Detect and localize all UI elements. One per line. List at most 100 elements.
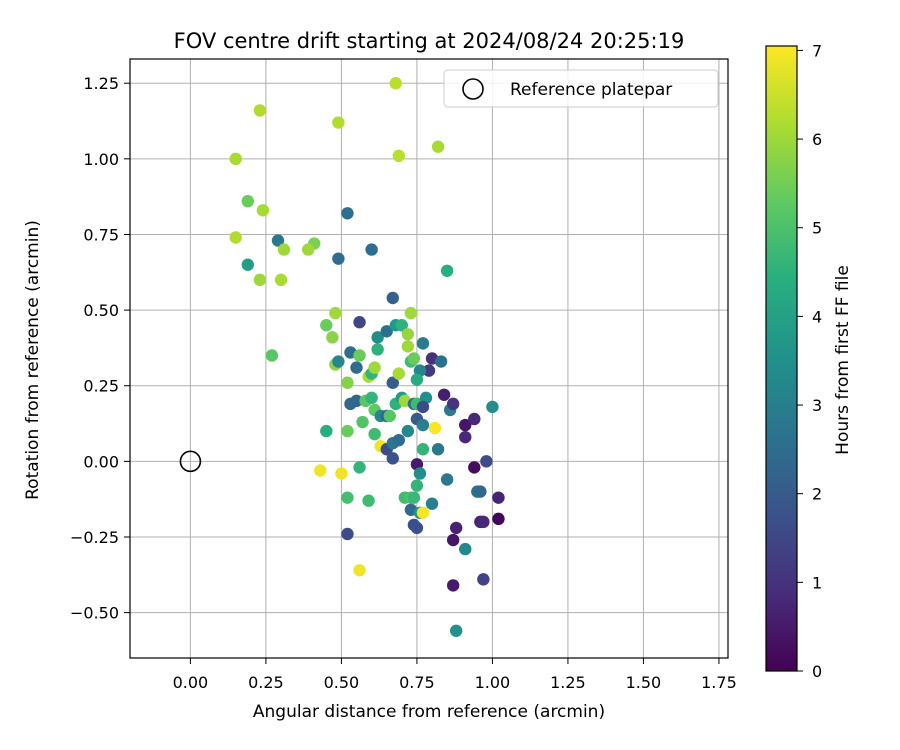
data-point — [380, 325, 393, 338]
data-point — [277, 243, 291, 256]
data-point — [407, 352, 421, 365]
data-point — [386, 291, 399, 305]
data-point — [386, 376, 399, 389]
data-point — [446, 533, 460, 547]
colorbar-frame — [765, 45, 798, 672]
colorbar-tick-label: 3 — [812, 396, 822, 415]
colorbar-tick-label: 7 — [812, 41, 822, 60]
x-tick-label: 1.50 — [626, 673, 662, 692]
y-tick-label: 0.25 — [83, 377, 119, 396]
data-point — [404, 306, 418, 320]
y-tick-label: 0.75 — [83, 225, 119, 244]
colorbar-gradient — [766, 46, 797, 671]
data-point — [301, 243, 315, 256]
data-point — [386, 452, 399, 465]
data-point — [353, 315, 366, 329]
data-point — [332, 252, 345, 265]
data-point — [401, 328, 415, 341]
data-point — [241, 258, 254, 271]
data-point — [401, 340, 415, 353]
data-point — [416, 418, 430, 432]
data-point — [353, 564, 366, 577]
data-point — [416, 506, 430, 519]
data-point — [425, 497, 439, 510]
data-point — [350, 394, 363, 408]
colorbar-tick-label: 6 — [812, 130, 822, 149]
data-point — [492, 512, 505, 526]
data-point — [416, 443, 430, 456]
x-tick-label: 1.25 — [550, 673, 586, 692]
data-point — [329, 306, 342, 320]
data-point — [410, 479, 424, 492]
data-point — [383, 409, 396, 423]
plot-area-frame — [129, 58, 729, 659]
data-point — [241, 194, 254, 208]
data-point — [229, 152, 242, 166]
data-point — [437, 388, 451, 402]
data-point — [371, 331, 384, 344]
data-points — [229, 77, 505, 637]
y-tick-label: −0.50 — [70, 604, 119, 623]
data-point — [449, 521, 463, 535]
data-point — [401, 424, 415, 438]
y-tick-label: −0.25 — [70, 528, 119, 547]
data-point — [474, 485, 487, 498]
data-point — [428, 421, 442, 435]
legend-marker-icon — [462, 78, 484, 100]
data-point — [477, 573, 490, 586]
data-point — [274, 273, 288, 287]
data-point — [395, 319, 409, 332]
data-point — [320, 319, 333, 332]
y-tick-label: 0.00 — [83, 452, 119, 471]
x-tick-label: 1.00 — [475, 673, 511, 692]
x-tick-label: 0.25 — [248, 673, 284, 692]
data-point — [434, 355, 448, 368]
data-point — [341, 491, 354, 504]
data-point — [341, 527, 354, 541]
colorbar-tick-label: 1 — [812, 573, 822, 592]
x-tick-label: 0.75 — [399, 673, 435, 692]
y-axis-label: Rotation from reference (arcmin) — [23, 220, 43, 500]
colorbar: 0 1 2 3 4 5 6 7 Hours from first FF file — [765, 41, 853, 681]
chart-title: FOV centre drift starting at 2024/08/24 … — [174, 29, 685, 53]
data-point — [353, 349, 366, 362]
x-axis-label: Angular distance from reference (arcmin) — [253, 702, 605, 722]
data-point — [326, 331, 339, 344]
data-point — [446, 579, 460, 592]
data-point — [389, 77, 402, 90]
colorbar-ticks: 0 1 2 3 4 5 6 7 — [797, 41, 822, 681]
data-point — [416, 337, 430, 350]
data-point — [392, 433, 405, 447]
data-point — [392, 149, 405, 163]
data-point — [356, 415, 369, 429]
y-tick-label: 1.25 — [83, 74, 119, 93]
data-point — [341, 424, 354, 438]
data-point — [350, 361, 363, 374]
data-point — [480, 455, 493, 468]
data-point — [449, 624, 463, 637]
data-point — [365, 243, 378, 256]
data-point — [431, 140, 445, 153]
data-point — [392, 367, 405, 380]
x-tick-label: 0.00 — [173, 673, 209, 692]
data-point — [371, 343, 384, 356]
colorbar-tick-label: 4 — [812, 307, 822, 326]
data-point — [407, 491, 421, 504]
data-point — [431, 443, 445, 456]
colorbar-tick-label: 5 — [812, 219, 822, 238]
data-point — [320, 424, 333, 438]
y-tick-label: 0.50 — [83, 301, 119, 320]
legend-box — [443, 69, 719, 108]
data-point — [229, 231, 242, 244]
data-point — [416, 400, 430, 414]
y-axis-ticks: −0.50 −0.25 0.00 0.25 0.50 0.75 1.00 1.25 — [70, 74, 130, 623]
data-point — [341, 376, 354, 389]
data-point — [459, 418, 472, 432]
data-point — [446, 397, 460, 411]
x-tick-label: 1.75 — [701, 673, 737, 692]
data-point — [440, 473, 454, 486]
data-point — [468, 412, 481, 426]
data-point — [492, 491, 505, 504]
data-point — [341, 207, 354, 220]
